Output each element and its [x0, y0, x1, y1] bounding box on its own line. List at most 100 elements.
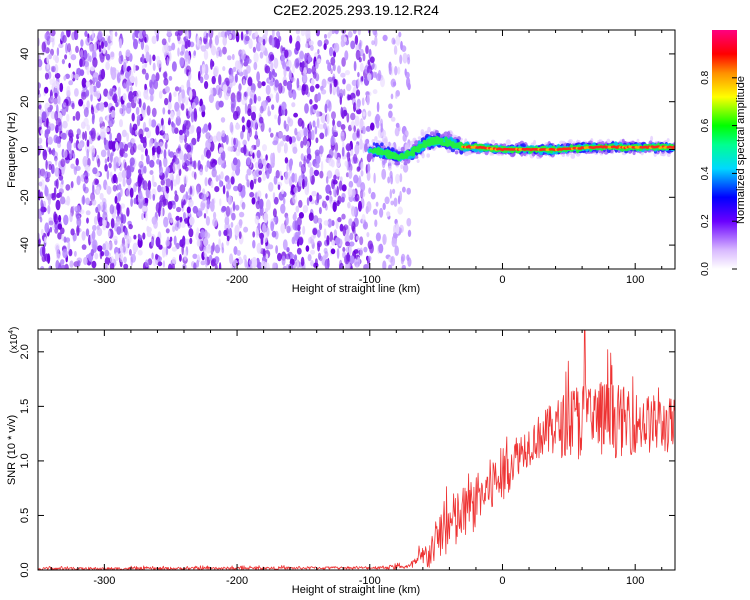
- noise-mark: [83, 186, 89, 194]
- noise-mark: [369, 243, 374, 254]
- noise-mark: [161, 117, 164, 127]
- noise-mark: [110, 51, 115, 58]
- noise-mark: [164, 141, 168, 150]
- noise-mark: [73, 166, 78, 176]
- y-tick-label: 1.5: [19, 399, 31, 414]
- noise-mark: [116, 184, 119, 191]
- noise-mark: [47, 106, 53, 113]
- noise-mark: [296, 259, 299, 269]
- noise-mark: [103, 263, 108, 269]
- noise-mark: [316, 110, 320, 118]
- noise-mark: [362, 125, 366, 135]
- noise-mark: [315, 83, 320, 89]
- y-tick-label: 2.0: [19, 344, 31, 359]
- noise-mark: [176, 206, 182, 213]
- noise-mark: [81, 244, 87, 250]
- noise-mark: [168, 51, 172, 62]
- noise-mark: [111, 212, 116, 219]
- noise-mark: [327, 62, 331, 71]
- noise-mark: [309, 99, 313, 105]
- noise-mark: [275, 245, 278, 254]
- noise-mark: [284, 171, 288, 180]
- noise-mark: [66, 85, 71, 96]
- noise-mark: [220, 150, 226, 161]
- noise-mark: [374, 35, 378, 47]
- noise-mark: [53, 80, 59, 89]
- noise-mark: [302, 178, 305, 190]
- noise-mark: [132, 123, 138, 131]
- noise-mark: [47, 136, 53, 145]
- noise-mark: [289, 34, 293, 44]
- noise-mark: [400, 256, 404, 265]
- noise-mark: [320, 113, 326, 124]
- noise-mark: [215, 49, 219, 59]
- noise-mark: [404, 68, 407, 76]
- noise-mark: [262, 223, 267, 234]
- noise-mark: [82, 155, 88, 167]
- band-mark: [409, 140, 414, 146]
- noise-mark: [84, 130, 87, 141]
- noise-mark: [79, 209, 85, 215]
- noise-mark: [140, 136, 146, 144]
- noise-mark: [167, 212, 172, 221]
- noise-mark: [240, 31, 244, 41]
- noise-mark: [254, 130, 258, 141]
- noise-mark: [137, 173, 143, 184]
- noise-mark: [232, 110, 239, 121]
- noise-mark: [85, 210, 91, 216]
- noise-mark: [226, 86, 232, 94]
- noise-mark: [203, 213, 207, 219]
- noise-mark: [125, 49, 131, 57]
- noise-mark: [156, 145, 161, 155]
- noise-mark: [216, 131, 222, 142]
- noise-mark: [346, 151, 351, 162]
- noise-mark: [366, 65, 373, 75]
- noise-mark: [139, 30, 144, 40]
- noise-mark: [406, 217, 412, 227]
- noise-mark: [92, 57, 98, 68]
- noise-mark: [85, 197, 90, 205]
- noise-mark: [354, 35, 359, 45]
- noise-mark: [145, 72, 149, 81]
- noise-mark: [349, 255, 355, 265]
- noise-mark: [109, 152, 113, 164]
- noise-mark: [80, 39, 84, 47]
- colorbar-tick-label: 0.8: [700, 70, 711, 84]
- y-tick-label: 40: [19, 48, 31, 60]
- noise-mark: [162, 260, 166, 268]
- noise-mark: [392, 81, 397, 87]
- noise-mark: [248, 38, 253, 49]
- noise-mark: [262, 102, 267, 109]
- noise-mark: [99, 69, 103, 79]
- noise-mark: [185, 96, 189, 106]
- noise-mark: [135, 106, 140, 116]
- noise-mark: [243, 254, 247, 261]
- noise-mark: [329, 194, 332, 204]
- noise-mark: [86, 139, 90, 147]
- noise-mark: [167, 101, 172, 110]
- noise-mark: [298, 237, 304, 246]
- noise-mark: [54, 72, 61, 79]
- noise-mark: [128, 91, 134, 102]
- noise-mark: [360, 190, 366, 198]
- noise-mark: [390, 200, 395, 206]
- noise-mark: [337, 217, 342, 223]
- noise-mark: [67, 241, 71, 252]
- noise-mark: [184, 238, 191, 245]
- noise-mark: [302, 72, 308, 83]
- noise-mark: [60, 196, 66, 205]
- band-mark: [388, 165, 392, 171]
- noise-mark: [218, 146, 224, 153]
- noise-mark: [168, 92, 172, 103]
- noise-mark: [344, 160, 348, 167]
- noise-mark: [337, 65, 341, 74]
- noise-mark: [241, 116, 245, 123]
- noise-mark: [74, 88, 79, 97]
- noise-mark: [203, 49, 209, 61]
- noise-mark: [244, 259, 248, 268]
- noise-mark: [293, 254, 298, 261]
- noise-mark: [199, 168, 204, 176]
- noise-mark: [236, 250, 241, 256]
- noise-mark: [129, 157, 135, 166]
